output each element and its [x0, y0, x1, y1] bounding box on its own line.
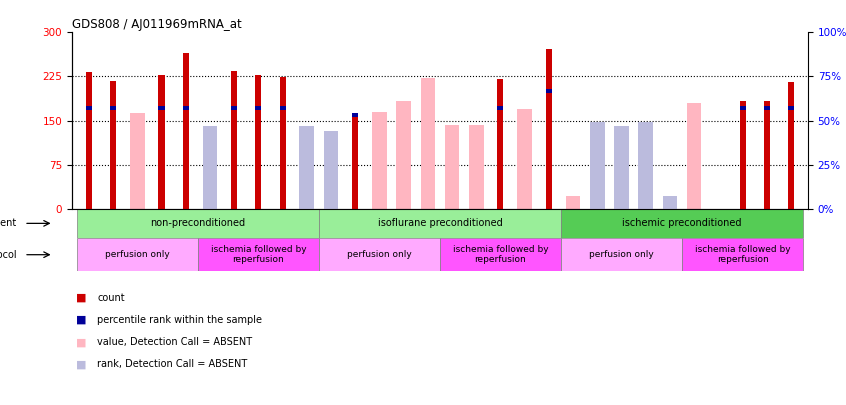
Bar — [590, 128, 605, 209]
Bar — [299, 139, 314, 209]
Bar — [396, 101, 411, 209]
Bar — [110, 106, 116, 110]
Text: ischemia followed by
reperfusion: ischemia followed by reperfusion — [453, 245, 548, 264]
Bar — [352, 113, 358, 117]
Bar — [198, 238, 319, 271]
Bar — [788, 82, 794, 209]
Text: count: count — [97, 293, 125, 303]
Bar — [279, 106, 286, 110]
Bar — [183, 106, 189, 110]
Bar — [420, 78, 435, 209]
Bar — [662, 196, 677, 209]
Bar — [77, 209, 319, 238]
Bar — [203, 139, 217, 209]
Bar — [764, 101, 770, 209]
Bar — [158, 106, 164, 110]
Bar — [561, 238, 682, 271]
Text: isoflurane preconditioned: isoflurane preconditioned — [377, 218, 503, 228]
Bar — [614, 126, 629, 209]
Text: perfusion only: perfusion only — [589, 250, 654, 259]
Bar — [561, 209, 803, 238]
Bar — [183, 53, 189, 209]
Bar — [639, 122, 653, 209]
Text: GDS808 / AJ011969mRNA_at: GDS808 / AJ011969mRNA_at — [72, 18, 242, 31]
Text: ischemic preconditioned: ischemic preconditioned — [623, 218, 742, 228]
Bar — [324, 130, 338, 209]
Bar — [279, 77, 286, 209]
Bar — [319, 238, 440, 271]
Bar — [372, 112, 387, 209]
Bar — [546, 89, 552, 93]
Text: perfusion only: perfusion only — [105, 250, 170, 259]
Bar — [546, 49, 552, 209]
Bar — [566, 196, 580, 209]
Bar — [469, 125, 484, 209]
Bar — [77, 238, 198, 271]
Bar — [445, 125, 459, 209]
Bar — [614, 126, 629, 209]
Bar — [788, 106, 794, 110]
Bar — [255, 75, 261, 209]
Bar — [639, 130, 653, 209]
Bar — [764, 106, 770, 110]
Text: ■: ■ — [76, 360, 86, 369]
Bar — [110, 81, 116, 209]
Text: non-preconditioned: non-preconditioned — [151, 218, 245, 228]
Text: ischemia followed by
reperfusion: ischemia followed by reperfusion — [211, 245, 306, 264]
Text: agent: agent — [0, 218, 17, 228]
Text: ■: ■ — [76, 337, 86, 347]
Text: value, Detection Call = ABSENT: value, Detection Call = ABSENT — [97, 337, 252, 347]
Bar — [319, 209, 561, 238]
Bar — [231, 70, 237, 209]
Bar — [231, 106, 237, 110]
Text: ■: ■ — [76, 315, 86, 325]
Bar — [85, 106, 92, 110]
Bar — [739, 106, 745, 110]
Text: ischemia followed by
reperfusion: ischemia followed by reperfusion — [695, 245, 790, 264]
Bar — [203, 126, 217, 209]
Bar — [158, 75, 164, 209]
Bar — [440, 238, 561, 271]
Text: protocol: protocol — [0, 250, 17, 260]
Text: perfusion only: perfusion only — [347, 250, 412, 259]
Bar — [85, 72, 92, 209]
Bar — [687, 103, 701, 209]
Bar — [497, 106, 503, 110]
Bar — [682, 238, 803, 271]
Text: rank, Detection Call = ABSENT: rank, Detection Call = ABSENT — [97, 360, 248, 369]
Text: ■: ■ — [76, 293, 86, 303]
Bar — [255, 106, 261, 110]
Bar — [497, 79, 503, 209]
Text: percentile rank within the sample: percentile rank within the sample — [97, 315, 262, 325]
Bar — [518, 109, 532, 209]
Bar — [299, 126, 314, 209]
Bar — [324, 153, 338, 209]
Bar — [739, 101, 745, 209]
Bar — [590, 122, 605, 209]
Bar — [352, 115, 358, 209]
Bar — [130, 113, 145, 209]
